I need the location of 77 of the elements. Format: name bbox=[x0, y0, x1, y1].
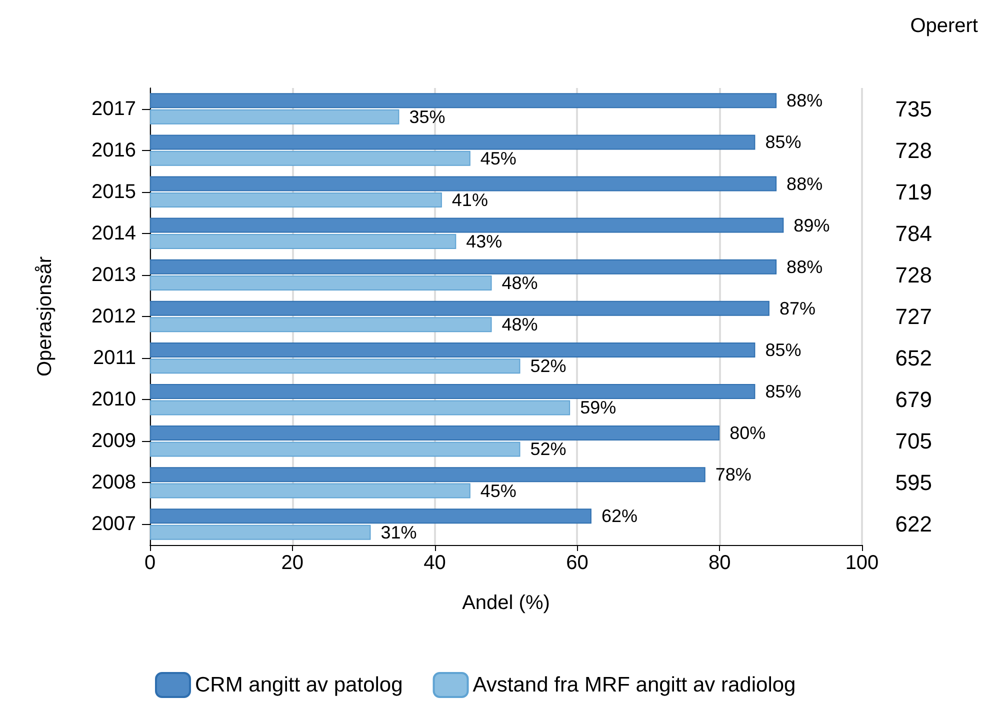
bar bbox=[150, 234, 456, 250]
text: 719 bbox=[895, 179, 932, 204]
bar bbox=[150, 259, 777, 274]
y-axis-title: Operasjonsår bbox=[34, 256, 56, 377]
y-tick-label: 2012 bbox=[92, 306, 136, 328]
text: 622 bbox=[895, 512, 932, 537]
text: 595 bbox=[895, 470, 932, 496]
data-label: 45% bbox=[480, 148, 516, 168]
data-label: 52% bbox=[530, 439, 566, 460]
bar bbox=[150, 483, 470, 498]
y-tick-label: 2008 bbox=[92, 472, 136, 494]
bar bbox=[150, 150, 470, 166]
x-tick-label: 0 bbox=[144, 552, 156, 574]
text: 705 bbox=[895, 428, 932, 454]
data-label: 78% bbox=[715, 464, 752, 485]
y-tick-label: 2013 bbox=[92, 264, 136, 286]
data-label: 88% bbox=[786, 90, 823, 111]
bar bbox=[150, 467, 706, 482]
data-label: 52% bbox=[530, 356, 566, 376]
y-tick-label: 2010 bbox=[92, 388, 136, 411]
data-label: 48% bbox=[502, 314, 538, 335]
bar bbox=[150, 358, 520, 374]
data-label: 62% bbox=[601, 506, 638, 526]
data-label: 45% bbox=[480, 480, 516, 501]
bar bbox=[150, 176, 777, 192]
y-tick-label: 2009 bbox=[92, 430, 136, 452]
text: 652 bbox=[895, 346, 932, 371]
bar bbox=[150, 524, 371, 540]
data-label: 35% bbox=[409, 106, 446, 127]
y-tick-label: 2016 bbox=[92, 139, 136, 162]
data-label: 80% bbox=[730, 423, 766, 444]
y-tick-label: 2011 bbox=[92, 347, 136, 370]
data-label: 59% bbox=[580, 398, 616, 418]
x-tick-label: 20 bbox=[281, 552, 304, 574]
x-tick-label: 60 bbox=[566, 552, 588, 574]
legend-label: Avstand fra MRF angitt av radiolog bbox=[472, 674, 796, 696]
data-label: 88% bbox=[786, 174, 823, 194]
text: 728 bbox=[895, 138, 932, 163]
y-tick-label: 2015 bbox=[92, 180, 136, 203]
text: 735 bbox=[895, 96, 932, 122]
bar bbox=[150, 218, 784, 233]
data-label: 85% bbox=[765, 132, 802, 152]
bar bbox=[150, 134, 756, 150]
bar bbox=[150, 508, 592, 524]
text: 679 bbox=[895, 387, 932, 412]
text: 727 bbox=[895, 304, 932, 329]
data-label: 43% bbox=[466, 232, 502, 252]
text: 728 bbox=[895, 262, 932, 288]
bar bbox=[150, 317, 492, 332]
data-label: 85% bbox=[765, 381, 802, 402]
bar bbox=[150, 442, 520, 457]
bar bbox=[150, 384, 756, 399]
x-axis-title: Andel (%) bbox=[462, 592, 550, 614]
data-label: 48% bbox=[502, 273, 538, 294]
data-label: 41% bbox=[452, 190, 488, 210]
data-label: 88% bbox=[786, 256, 823, 277]
bar bbox=[150, 300, 770, 316]
bar bbox=[150, 93, 777, 108]
bar bbox=[150, 192, 442, 208]
y-tick-label: 2014 bbox=[92, 222, 136, 244]
bar bbox=[150, 342, 756, 358]
bar bbox=[150, 400, 570, 416]
y-tick-label: 2007 bbox=[92, 513, 136, 536]
x-tick-label: 80 bbox=[708, 552, 731, 574]
legend-label: CRM angitt av patolog bbox=[195, 674, 403, 696]
data-label: 31% bbox=[380, 522, 417, 542]
bar bbox=[150, 276, 492, 291]
text: 784 bbox=[895, 220, 932, 246]
bar bbox=[150, 109, 400, 124]
y-tick-label: 2017 bbox=[92, 98, 136, 120]
x-tick-label: 40 bbox=[424, 552, 446, 574]
x-tick-label: 100 bbox=[845, 552, 879, 574]
text: Operert bbox=[910, 15, 978, 37]
data-label: 85% bbox=[765, 340, 802, 360]
data-label: 87% bbox=[779, 298, 816, 318]
bar bbox=[150, 426, 720, 441]
data-label: 89% bbox=[794, 215, 830, 236]
